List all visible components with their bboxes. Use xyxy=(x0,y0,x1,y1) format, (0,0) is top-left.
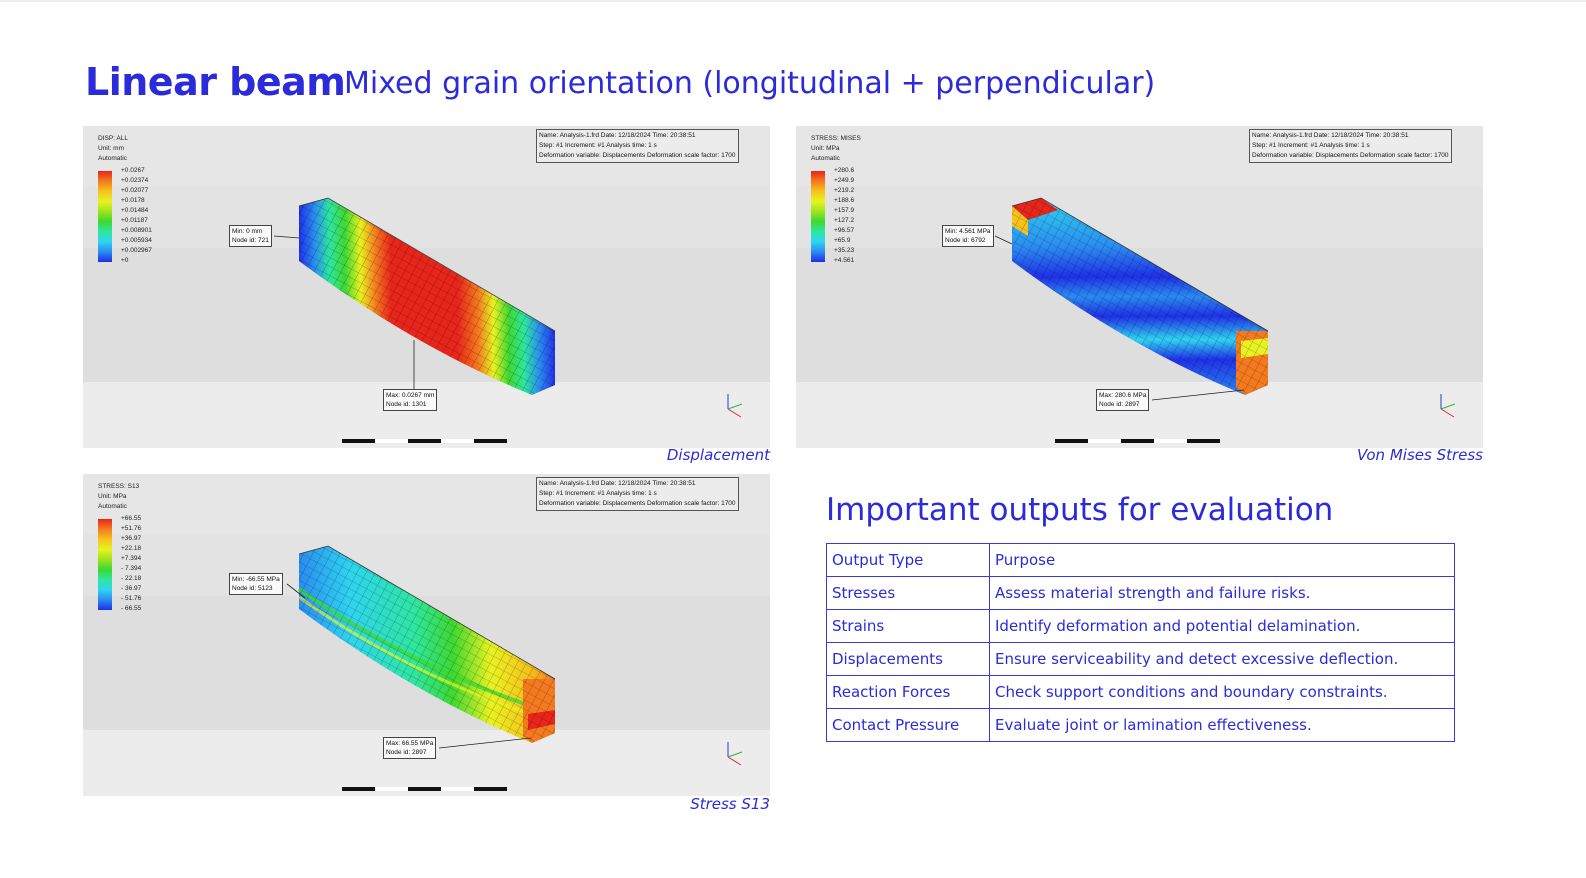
table-header-row: Output Type Purpose xyxy=(826,543,1455,577)
color-legend-bar xyxy=(98,171,112,262)
axis-triad-icon xyxy=(727,742,743,766)
table-cell: Strains xyxy=(826,609,990,643)
legend-values: +280.6 +249.9 +219.2 +188.6 +157.9 +127.2 +96.… xyxy=(834,167,855,264)
s13-render xyxy=(83,474,770,796)
table-cell: Check support conditions and boundary co… xyxy=(989,675,1455,709)
table-row: Displacements Ensure serviceability and … xyxy=(826,642,1455,676)
displacement-caption: Displacement xyxy=(666,446,770,464)
header-cell: Purpose xyxy=(989,543,1455,577)
table-row: Reaction Forces Check support conditions… xyxy=(826,675,1455,709)
table-row: Contact Pressure Evaluate joint or lamin… xyxy=(826,708,1455,742)
table-cell: Reaction Forces xyxy=(826,675,990,709)
axis-triad-icon xyxy=(727,394,743,418)
s13-viewport[interactable]: Name: Analysis-1.frd Date: 12/18/2024 Ti… xyxy=(83,474,770,796)
displacement-viewport[interactable]: Name: Analysis-1.frd Date: 12/18/2024 Ti… xyxy=(83,126,770,448)
page-title: Linear beam xyxy=(85,60,346,104)
table-row: Stresses Assess material strength and fa… xyxy=(826,576,1455,610)
table-row: Strains Identify deformation and potenti… xyxy=(826,609,1455,643)
color-legend-bar xyxy=(811,171,825,262)
table-cell: Ensure serviceability and detect excessi… xyxy=(989,642,1455,676)
analysis-info-box: Name: Analysis-1.frd Date: 12/18/2024 Ti… xyxy=(536,477,739,511)
axis-triad-icon xyxy=(1440,394,1456,418)
table-cell: Evaluate joint or lamination effectivene… xyxy=(989,708,1455,742)
min-callout: Min: 0 mm Node id: 721 xyxy=(229,225,272,247)
table-cell: Displacements xyxy=(826,642,990,676)
s13-caption: Stress S13 xyxy=(690,795,770,813)
legend-header: STRESS: MISES Unit: MPa Automatic xyxy=(811,135,861,162)
header-cell: Output Type xyxy=(826,543,990,577)
legend-header: STRESS: S13 Unit: MPa Automatic xyxy=(98,483,140,510)
table-cell: Contact Pressure xyxy=(826,708,990,742)
analysis-info-box: Name: Analysis-1.frd Date: 12/18/2024 Ti… xyxy=(1249,129,1452,163)
max-callout: Max: 280.6 MPa Node id: 2897 xyxy=(1096,389,1150,411)
outputs-table: Output Type Purpose Stresses Assess mate… xyxy=(826,543,1455,742)
von-mises-caption: Von Mises Stress xyxy=(1357,446,1483,464)
legend-header: DISP: ALL Unit: mm Automatic xyxy=(98,135,128,162)
min-callout: Min: -66.55 MPa Node id: 5123 xyxy=(229,573,283,595)
legend-values: +0.0267 +0.02374 +0.02077 +0.0178 +0.01484 +0… xyxy=(121,167,152,264)
max-callout: Max: 0.0267 mm Node id: 1301 xyxy=(383,389,438,411)
color-legend-bar xyxy=(98,519,112,610)
max-callout: Max: 66.55 MPa Node id: 2897 xyxy=(383,737,437,759)
table-cell: Stresses xyxy=(826,576,990,610)
outputs-title: Important outputs for evaluation xyxy=(826,492,1334,528)
top-divider xyxy=(0,0,1586,2)
von-mises-viewport[interactable]: Name: Analysis-1.frd Date: 12/18/2024 Ti… xyxy=(796,126,1483,448)
table-cell: Assess material strength and failure ris… xyxy=(989,576,1455,610)
analysis-info-box: Name: Analysis-1.frd Date: 12/18/2024 Ti… xyxy=(536,129,739,163)
min-callout: Min: 4.561 MPa Node id: 6792 xyxy=(942,225,994,247)
page-subtitle: Mixed grain orientation (longitudinal + … xyxy=(344,66,1156,101)
legend-values: +66.55 +51.76 +36.97 +22.18 +7.394- 7.394- 2… xyxy=(121,515,142,612)
table-cell: Identify deformation and potential delam… xyxy=(989,609,1455,643)
